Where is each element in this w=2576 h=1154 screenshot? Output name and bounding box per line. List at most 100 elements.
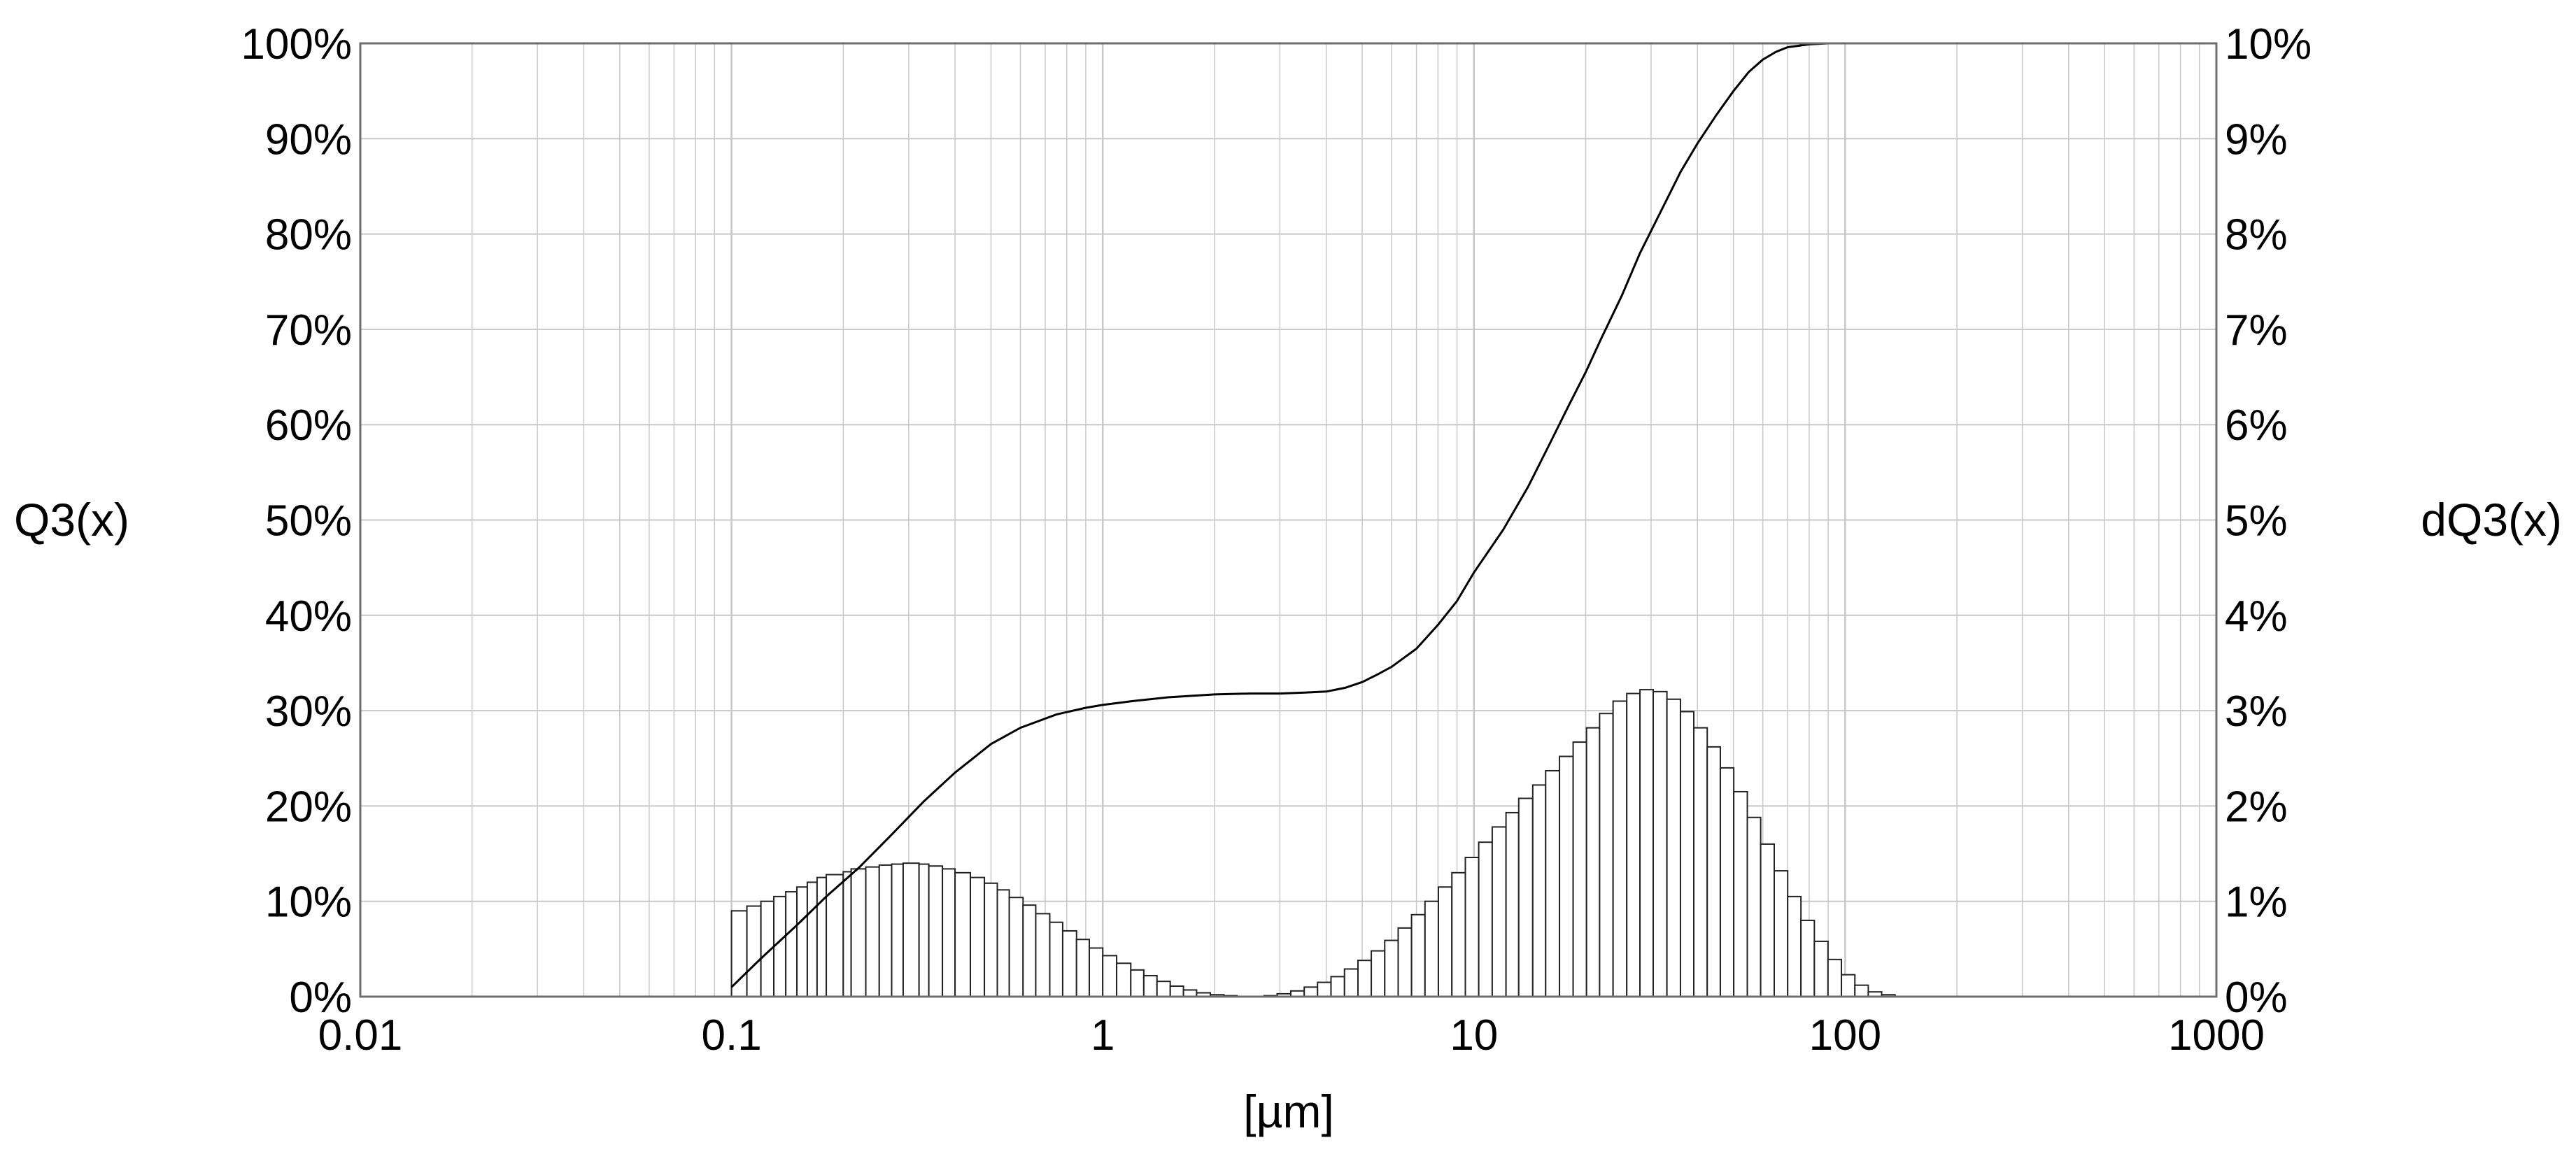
histogram-bar [1330, 976, 1345, 997]
histogram-bar [1599, 713, 1614, 998]
right-tick-label: 2% [2225, 783, 2288, 831]
x-tick-label: 10 [1450, 1011, 1498, 1060]
histogram-bar [1827, 958, 1843, 998]
left-tick-label: 0% [289, 974, 352, 1022]
left-tick-label: 80% [265, 211, 352, 259]
histogram-bar [1075, 939, 1090, 997]
histogram-bar [1787, 895, 1802, 998]
histogram-bar [970, 876, 986, 997]
histogram-bar [1303, 986, 1319, 997]
histogram-bar [1410, 913, 1426, 997]
histogram-bar [1102, 955, 1118, 997]
left-tick-label: 100% [241, 20, 352, 69]
cumulative-q3-line [730, 42, 1846, 988]
histogram-bar [1841, 974, 1856, 997]
histogram-bar [996, 889, 1010, 997]
histogram-bar [1653, 690, 1668, 998]
histogram-bar [1666, 698, 1681, 998]
right-axis-title: dQ3(x) [2421, 494, 2562, 546]
histogram-bar [1773, 870, 1789, 997]
histogram-bar [816, 876, 828, 997]
histogram-bar [1719, 767, 1735, 997]
histogram-bar [1088, 947, 1104, 998]
right-tick-label: 8% [2225, 211, 2288, 259]
histogram-bar [1545, 769, 1561, 997]
histogram-bar [902, 862, 920, 998]
x-axis-title: [µm] [1243, 1085, 1334, 1137]
left-axis-title: Q3(x) [14, 494, 129, 546]
histogram-bar [1612, 700, 1628, 997]
left-tick-label: 40% [265, 592, 352, 641]
histogram-bar [1451, 871, 1466, 998]
histogram-bar [1679, 711, 1695, 997]
right-axis-ticks: 0% 1% 2% 3% 4% 5% 6% 7% 8% 9% 10% [2225, 20, 2312, 1022]
histogram-bar [1317, 981, 1332, 998]
left-axis-ticks: 0% 10% 20% 30% 40% 50% 60% 70% 80% 90% 100% [241, 20, 352, 1022]
histogram-bar [1706, 746, 1721, 998]
histogram-bar [1531, 784, 1547, 997]
left-tick-label: 60% [265, 401, 352, 450]
right-tick-label: 0% [2225, 974, 2288, 1022]
histogram-bar [954, 871, 972, 998]
histogram-bar [1008, 897, 1024, 998]
histogram-bar [928, 865, 944, 998]
histogram-bar [1639, 689, 1655, 997]
left-tick-label: 30% [265, 688, 352, 736]
histogram-bar [850, 868, 867, 998]
left-tick-label: 20% [265, 783, 352, 831]
histogram-bar [918, 863, 930, 997]
x-tick-label: 100 [1809, 1011, 1881, 1060]
histogram-bar [1343, 968, 1359, 998]
histogram-bar [1693, 727, 1708, 998]
histogram-bar [1585, 727, 1601, 998]
histogram-bar [1156, 981, 1171, 998]
histogram-bar [1142, 975, 1158, 998]
histogram-bar [1559, 755, 1574, 998]
x-tick-label: 1 [1091, 1011, 1114, 1060]
histogram-bar [1626, 692, 1641, 997]
histogram-bar [1130, 969, 1145, 998]
histogram-bar [1371, 950, 1386, 998]
right-tick-label: 4% [2225, 592, 2288, 641]
x-tick-label: 1000 [2168, 1011, 2265, 1060]
histogram-bar [746, 905, 762, 998]
histogram-bar [1424, 900, 1439, 997]
x-tick-label: 0.1 [701, 1011, 761, 1060]
left-tick-label: 10% [265, 878, 352, 927]
histogram-bar [1478, 841, 1493, 997]
histogram-bar [891, 863, 904, 997]
histogram-bar [1491, 826, 1507, 997]
histogram-bar [1397, 927, 1413, 998]
histogram-bar [1760, 843, 1775, 998]
histogram-bar [1061, 929, 1077, 997]
histogram-bar [785, 891, 798, 997]
histogram-bar [878, 864, 893, 997]
histogram-bar [1437, 886, 1453, 997]
histogram-bar [1116, 962, 1132, 998]
histogram-bar [1572, 741, 1587, 997]
left-tick-label: 50% [265, 497, 352, 546]
density-histogram [730, 689, 1896, 998]
right-tick-label: 6% [2225, 401, 2288, 450]
x-tick-label: 0.01 [318, 1011, 403, 1060]
plot-frame [359, 42, 2218, 998]
grid-lines [359, 43, 2216, 997]
right-tick-label: 1% [2225, 878, 2288, 927]
histogram-bar [1384, 939, 1399, 998]
histogram-bar [1733, 790, 1748, 997]
histogram-bar [942, 868, 956, 998]
histogram-bar [806, 881, 818, 997]
right-tick-label: 9% [2225, 115, 2288, 164]
histogram-bar [1022, 904, 1037, 997]
histogram-bar [1357, 960, 1373, 998]
histogram-bar [1169, 985, 1184, 997]
histogram-bar [1035, 913, 1051, 997]
right-tick-label: 10% [2225, 20, 2312, 69]
left-tick-label: 70% [265, 306, 352, 355]
histogram-bar [1813, 940, 1829, 998]
histogram-bar [865, 866, 880, 997]
histogram-bar [773, 895, 787, 998]
x-axis-ticks: 0.01 0.1 1 10 100 1000 [318, 1011, 2265, 1060]
histogram-bar [1049, 921, 1063, 998]
